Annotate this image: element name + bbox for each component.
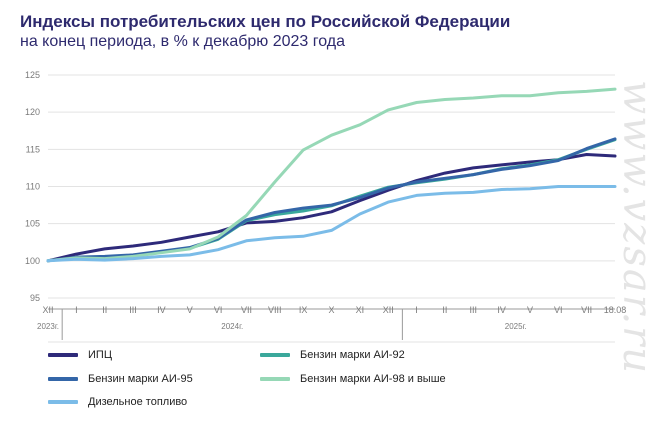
legend-label: Дизельное топливо	[88, 396, 188, 408]
legend-swatch	[48, 377, 78, 381]
y-tick-label: 115	[26, 144, 40, 154]
watermark: www.vzsar.ru	[614, 80, 660, 376]
year-label: 2025г.	[505, 322, 527, 331]
x-tick-label: VI	[554, 305, 563, 315]
chart-subtitle: на конец периода, в % к декабрю 2023 год…	[20, 33, 346, 50]
legend-item-diesel: Дизельное топливо	[48, 395, 187, 409]
x-tick-label: IV	[497, 305, 506, 315]
legend-label: Бензин марки АИ-98 и выше	[300, 373, 446, 385]
x-tick-label: I	[415, 305, 418, 315]
series-line-diesel	[46, 185, 617, 263]
x-tick-label: VIII	[268, 305, 282, 315]
x-tick-label: II	[442, 305, 447, 315]
x-tick-label: XII	[383, 305, 394, 315]
legend-item-cpi: ИПЦ	[48, 348, 112, 362]
legend-label: Бензин марки АИ-92	[300, 349, 405, 361]
chart-title: Индексы потребительских цен по Российско…	[20, 12, 511, 31]
legend-swatch	[48, 400, 78, 404]
legend-label: Бензин марки АИ-95	[88, 373, 193, 385]
legend-swatch	[260, 377, 290, 381]
x-tick-label: III	[469, 305, 477, 315]
x-tick-label: X	[328, 305, 334, 315]
legend-item-ai95: Бензин марки АИ-95	[48, 372, 193, 386]
y-tick-label: 120	[25, 107, 40, 117]
series-line-ai95	[46, 137, 617, 263]
x-tick-label: XI	[356, 305, 365, 315]
x-tick-label: III	[129, 305, 137, 315]
year-label: 2023г.	[37, 322, 59, 331]
legend-item-ai92: Бензин марки АИ-92	[260, 348, 405, 362]
x-tick-label: IX	[299, 305, 308, 315]
x-tick-label: VI	[214, 305, 223, 315]
x-tick-label: V	[187, 305, 193, 315]
y-tick-label: 105	[25, 219, 40, 229]
legend-swatch	[260, 353, 290, 357]
legend-label: ИПЦ	[88, 349, 112, 361]
y-tick-label: 125	[25, 70, 40, 80]
x-tick-label: II	[102, 305, 107, 315]
legend-item-ai98: Бензин марки АИ-98 и выше	[260, 372, 446, 386]
legend-swatch	[48, 353, 78, 357]
series-layer	[46, 87, 617, 263]
series-line-cpi	[46, 153, 617, 263]
y-tick-label: 95	[30, 293, 40, 303]
year-label: 2024г.	[221, 322, 243, 331]
x-tick-label: VII	[241, 305, 252, 315]
x-tick-label: IV	[157, 305, 166, 315]
series-line-ai92	[46, 138, 617, 263]
x-tick-label: VII	[581, 305, 592, 315]
y-tick-label: 100	[25, 256, 40, 266]
x-tick-label: 18.08	[604, 305, 627, 315]
x-tick-label: I	[75, 305, 78, 315]
grid-layer	[48, 74, 615, 299]
x-tick-label: V	[527, 305, 533, 315]
series-line-ai98	[46, 87, 617, 263]
y-tick-label: 110	[26, 182, 40, 192]
x-tick-label: XII	[42, 305, 53, 315]
